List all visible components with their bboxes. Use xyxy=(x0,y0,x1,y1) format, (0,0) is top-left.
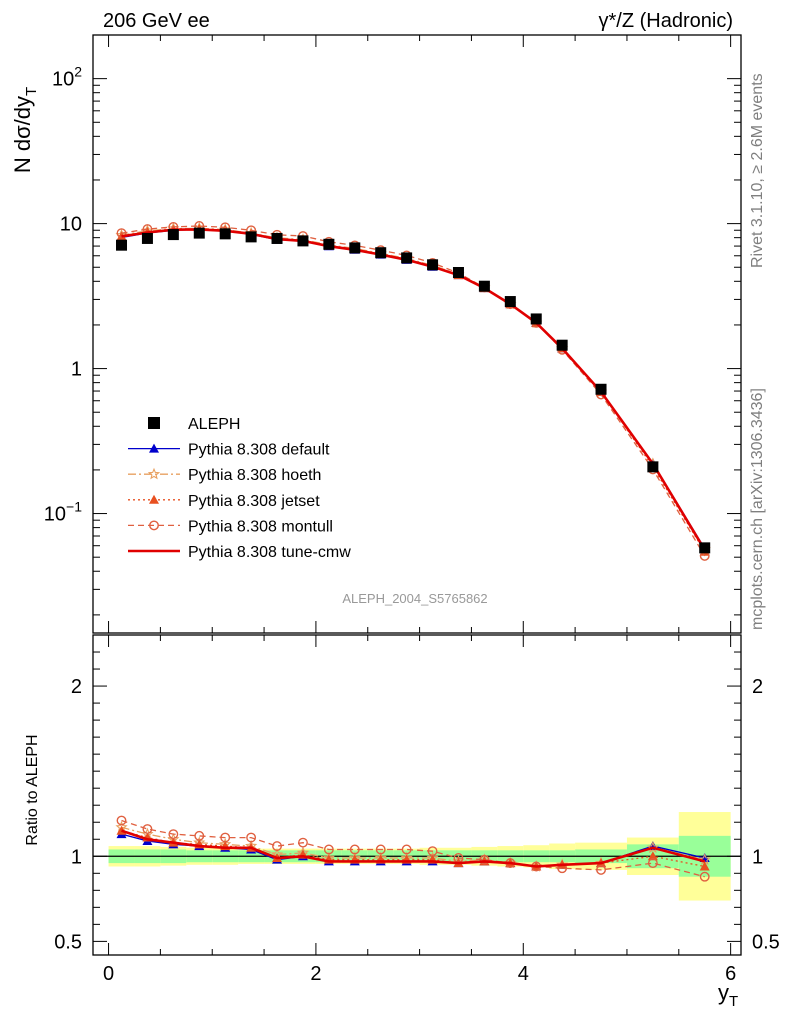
ratio-line-cmw xyxy=(121,829,706,868)
legend-label-jetset: Pythia 8.308 jetset xyxy=(188,493,320,510)
x-axis-label: yT xyxy=(718,980,738,1010)
data-point xyxy=(699,542,711,554)
legend-label-default: Pythia 8.308 default xyxy=(188,442,330,459)
x-tick-label: 0 xyxy=(103,963,114,985)
ratio-y-tick-label-right: 0.5 xyxy=(752,931,780,953)
data-point xyxy=(193,227,205,239)
ratio-point-montull xyxy=(168,829,179,840)
mcplots-info: mcplots.cern.ch [arXiv:1306.3436] xyxy=(749,388,766,630)
data-point xyxy=(556,339,568,351)
legend-label-cmw: Pythia 8.308 tune-cmw xyxy=(188,544,351,561)
ratio-point-montull xyxy=(596,864,606,875)
ratio-point-montull xyxy=(401,844,412,855)
main-y-tick-label: 1 xyxy=(71,359,82,381)
data-point xyxy=(647,461,659,473)
ratio-line-montull xyxy=(121,819,705,878)
main-y-tick-label: 10 xyxy=(60,214,82,236)
data-point xyxy=(116,239,128,251)
data-point xyxy=(271,232,283,244)
main-y-axis-label: N dσ/dyT xyxy=(10,87,40,173)
data-point xyxy=(219,228,231,240)
ratio-y-tick-label-right: 1 xyxy=(752,846,763,868)
main-plot-frame xyxy=(92,34,742,634)
ratio-point-montull xyxy=(272,841,282,852)
data-point xyxy=(478,280,490,292)
legend-label-hoeth: Pythia 8.308 hoeth xyxy=(188,467,321,484)
legend-label-montull: Pythia 8.308 montull xyxy=(188,518,333,535)
axis-ticks: 0 2 4 6 102 10 1 10−1 0.5 0.5 1 1 2 2 xyxy=(44,34,780,985)
data-point xyxy=(452,267,464,279)
ratio-point-montull xyxy=(699,871,710,882)
ratio-point-montull xyxy=(427,846,438,857)
x-tick-label: 4 xyxy=(518,963,529,985)
header-right: γ*/Z (Hadronic) xyxy=(599,10,733,32)
ratio-y-tick-label-right: 2 xyxy=(752,676,763,698)
data-point xyxy=(427,259,439,271)
ratio-y-axis-label: Ratio to ALEPH xyxy=(24,734,41,845)
ratio-y-tick-label: 2 xyxy=(71,676,82,698)
legend-marker-default xyxy=(149,443,159,453)
data-point xyxy=(375,247,387,259)
data-point xyxy=(530,313,542,325)
rivet-info: Rivet 3.1.10, ≥ 2.6M events xyxy=(749,73,766,268)
ratio-point-montull xyxy=(647,858,658,869)
ratio-point-montull xyxy=(220,832,231,843)
data-point xyxy=(245,231,257,243)
ratio-point-montull xyxy=(375,844,386,855)
ratio-point-montull xyxy=(116,815,127,826)
data-point xyxy=(323,238,335,250)
analysis-tag: ALEPH_2004_S5765862 xyxy=(342,591,487,606)
data-point xyxy=(167,229,179,241)
ratio-point-jetset xyxy=(699,861,710,871)
legend-marker-montull xyxy=(149,520,159,531)
ratio-y-tick-label: 1 xyxy=(71,846,82,868)
ratio-point-jetset xyxy=(647,851,658,861)
legend: ALEPH Pythia 8.308 default Pythia 8.308 ho… xyxy=(128,416,351,561)
main-y-tick-label: 10−1 xyxy=(44,499,82,526)
main-data-points xyxy=(116,227,711,554)
data-point xyxy=(595,383,607,395)
main-y-tick-label: 102 xyxy=(52,64,82,91)
legend-marker-hoeth xyxy=(147,467,161,480)
ratio-plot-frame xyxy=(92,634,742,956)
ratio-point-hoeth xyxy=(646,841,659,853)
ratio-point-montull xyxy=(323,844,334,855)
ratio-point-montull xyxy=(479,854,490,865)
ratio-point-montull xyxy=(142,824,153,834)
legend-marker-data xyxy=(148,417,160,429)
data-point xyxy=(504,296,516,308)
data-point xyxy=(141,232,153,244)
ratio-point-montull xyxy=(194,830,205,841)
x-tick-label: 2 xyxy=(310,963,321,985)
ratio-series-group xyxy=(115,815,711,882)
data-point xyxy=(349,242,361,254)
ratio-point-montull xyxy=(349,844,360,855)
ratio-y-tick-label: 0.5 xyxy=(54,931,82,953)
header-left: 206 GeV ee xyxy=(103,10,210,32)
data-point xyxy=(401,252,413,264)
legend-label-data: ALEPH xyxy=(188,416,240,433)
legend-marker-jetset xyxy=(149,494,159,504)
series-point-montull xyxy=(116,228,127,239)
x-tick-label: 6 xyxy=(725,963,736,985)
ratio-point-montull xyxy=(246,832,257,843)
data-point xyxy=(297,235,309,247)
ratio-point-montull xyxy=(298,837,308,848)
